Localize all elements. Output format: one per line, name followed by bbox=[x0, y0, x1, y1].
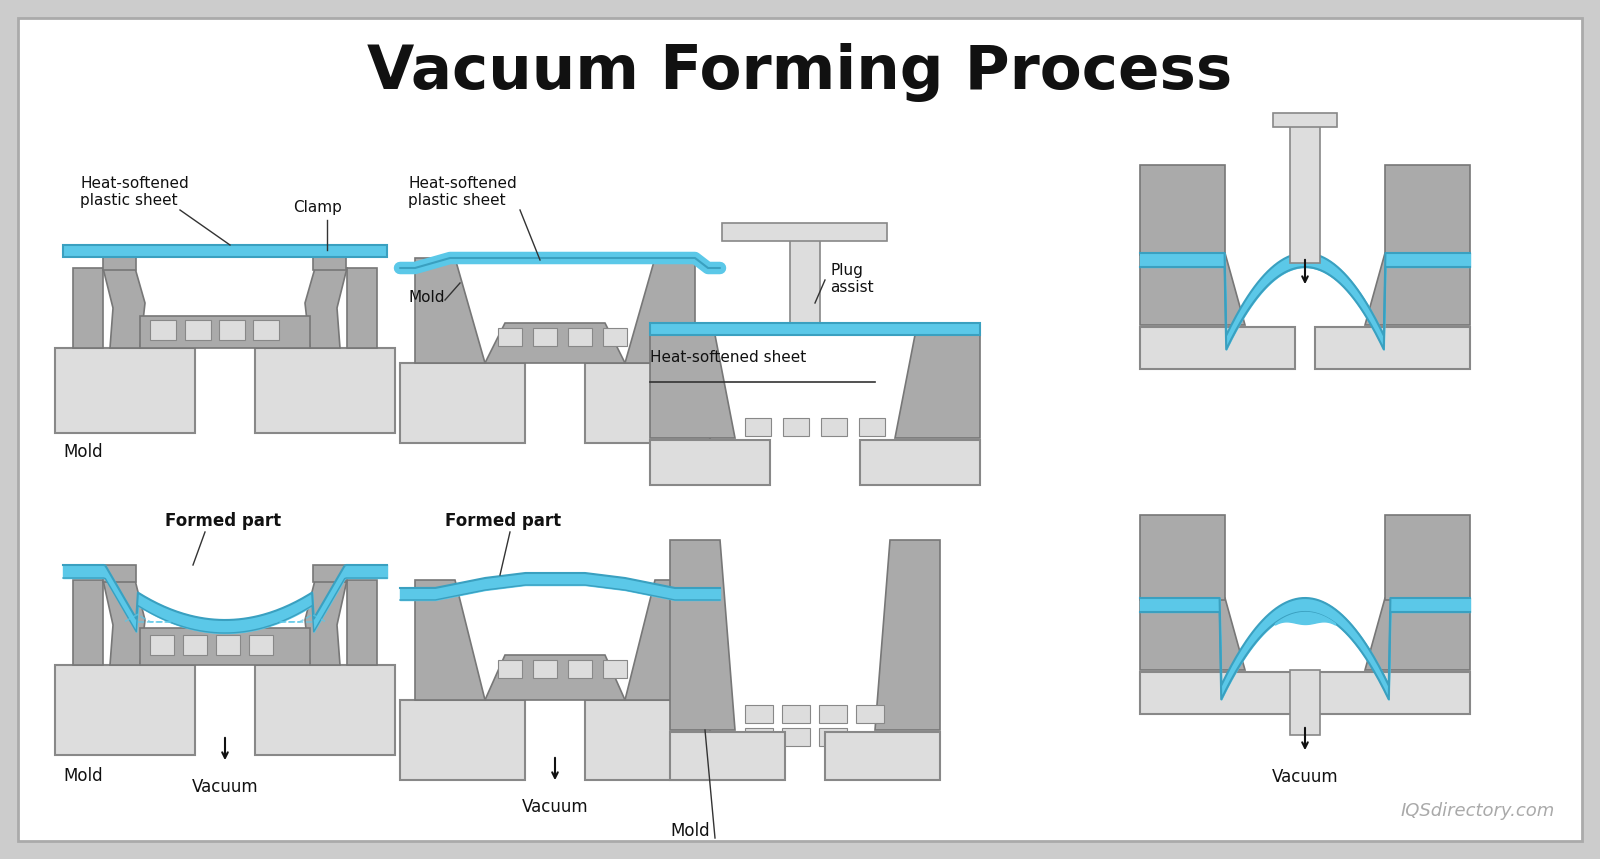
Polygon shape bbox=[102, 580, 146, 665]
Polygon shape bbox=[74, 580, 102, 665]
Polygon shape bbox=[347, 268, 378, 348]
Bar bbox=[1290, 115, 1320, 263]
Polygon shape bbox=[306, 580, 347, 665]
Bar bbox=[141, 316, 310, 348]
Bar bbox=[1315, 672, 1470, 714]
Text: Heat-softened
plastic sheet: Heat-softened plastic sheet bbox=[408, 176, 517, 209]
Text: IQSdirectory.com: IQSdirectory.com bbox=[1400, 802, 1555, 820]
Bar bbox=[746, 728, 773, 746]
Bar bbox=[568, 328, 592, 346]
Bar bbox=[314, 565, 346, 582]
Bar bbox=[1386, 515, 1470, 600]
Bar bbox=[1139, 327, 1294, 369]
Bar bbox=[586, 700, 710, 780]
Bar bbox=[54, 665, 195, 755]
Polygon shape bbox=[347, 580, 378, 665]
Bar bbox=[253, 320, 278, 340]
Bar bbox=[533, 660, 557, 678]
Bar bbox=[400, 700, 525, 780]
Polygon shape bbox=[1365, 253, 1470, 325]
Text: Mold: Mold bbox=[408, 290, 445, 305]
Bar bbox=[826, 732, 941, 780]
Bar bbox=[102, 565, 136, 582]
Bar bbox=[568, 660, 592, 678]
Polygon shape bbox=[626, 580, 694, 700]
Polygon shape bbox=[650, 335, 734, 438]
Bar bbox=[314, 250, 346, 270]
Bar bbox=[782, 705, 810, 723]
Polygon shape bbox=[102, 268, 146, 348]
Polygon shape bbox=[875, 540, 941, 730]
Bar bbox=[650, 440, 770, 485]
Bar bbox=[533, 328, 557, 346]
Bar bbox=[819, 705, 846, 723]
Bar bbox=[746, 418, 771, 436]
Bar bbox=[1139, 515, 1226, 600]
Bar bbox=[498, 328, 522, 346]
Polygon shape bbox=[894, 335, 979, 438]
Bar bbox=[670, 732, 786, 780]
Bar bbox=[819, 728, 846, 746]
Polygon shape bbox=[414, 580, 485, 700]
Polygon shape bbox=[1365, 598, 1470, 670]
Polygon shape bbox=[306, 268, 347, 348]
Polygon shape bbox=[485, 655, 626, 700]
Bar bbox=[1386, 165, 1470, 255]
Polygon shape bbox=[1139, 253, 1245, 325]
Text: Vacuum: Vacuum bbox=[1272, 768, 1338, 786]
Text: Formed part: Formed part bbox=[445, 512, 562, 530]
Bar bbox=[254, 665, 395, 755]
Bar bbox=[186, 320, 211, 340]
Polygon shape bbox=[626, 258, 694, 363]
Bar bbox=[782, 418, 810, 436]
Bar bbox=[1274, 113, 1338, 127]
Bar bbox=[54, 348, 195, 433]
Bar bbox=[746, 705, 773, 723]
Text: Mold: Mold bbox=[62, 443, 102, 461]
Bar bbox=[603, 328, 627, 346]
Bar bbox=[102, 250, 136, 270]
Bar bbox=[856, 705, 883, 723]
Polygon shape bbox=[74, 268, 102, 348]
Text: Plug
assist: Plug assist bbox=[830, 263, 874, 295]
Bar bbox=[141, 628, 310, 665]
Bar bbox=[219, 320, 245, 340]
Bar bbox=[182, 635, 206, 655]
Text: Heat-softened
plastic sheet: Heat-softened plastic sheet bbox=[80, 176, 189, 209]
Bar bbox=[498, 660, 522, 678]
Bar bbox=[1139, 672, 1294, 714]
Bar bbox=[1315, 327, 1470, 369]
Bar bbox=[250, 635, 274, 655]
Bar bbox=[722, 223, 886, 241]
Polygon shape bbox=[485, 323, 626, 363]
Text: Vacuum: Vacuum bbox=[192, 778, 258, 796]
Bar bbox=[861, 440, 979, 485]
Bar bbox=[821, 418, 846, 436]
Bar bbox=[150, 635, 174, 655]
Bar bbox=[650, 323, 979, 335]
Bar bbox=[1290, 670, 1320, 735]
Bar bbox=[782, 728, 810, 746]
Bar bbox=[1139, 165, 1226, 255]
Bar bbox=[254, 348, 395, 433]
Text: Vacuum Forming Process: Vacuum Forming Process bbox=[368, 42, 1232, 101]
Bar bbox=[216, 635, 240, 655]
Polygon shape bbox=[670, 540, 734, 730]
Text: Mold: Mold bbox=[670, 822, 710, 840]
Bar bbox=[150, 320, 176, 340]
Bar bbox=[603, 660, 627, 678]
Text: Vacuum: Vacuum bbox=[522, 798, 589, 816]
Text: Formed part: Formed part bbox=[165, 512, 282, 530]
Bar bbox=[790, 238, 819, 325]
Bar bbox=[400, 363, 525, 443]
Polygon shape bbox=[1139, 598, 1245, 670]
Text: Heat-softened sheet: Heat-softened sheet bbox=[650, 350, 806, 365]
Polygon shape bbox=[414, 258, 485, 363]
Bar bbox=[859, 418, 885, 436]
Bar bbox=[586, 363, 710, 443]
Bar bbox=[62, 245, 387, 257]
Text: Mold: Mold bbox=[62, 767, 102, 785]
Text: Clamp: Clamp bbox=[293, 200, 342, 215]
